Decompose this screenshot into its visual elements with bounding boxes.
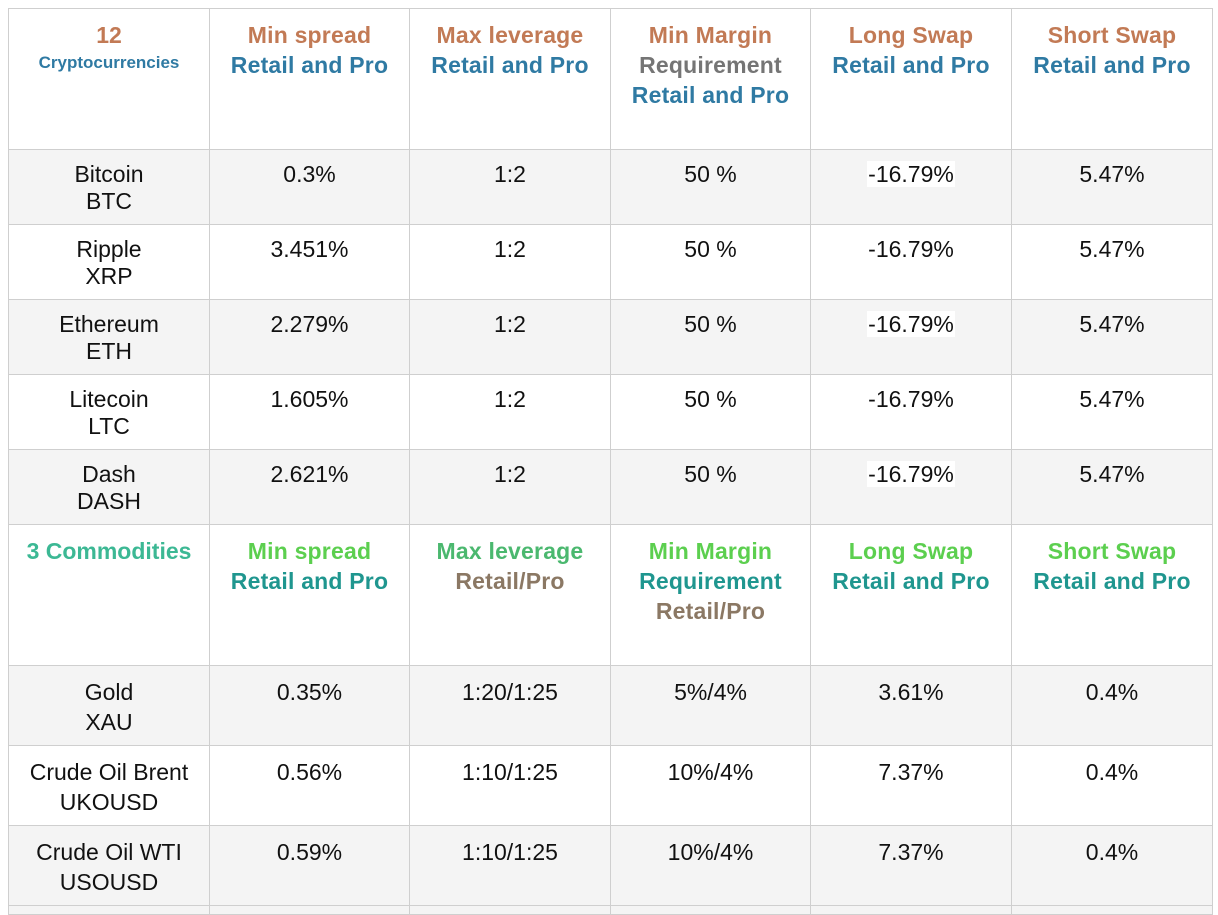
crypto-label: Cryptocurrencies	[38, 53, 180, 72]
instrument-cell: Gold XAU	[8, 665, 210, 746]
spread-cell: 2.621%	[209, 449, 410, 525]
instrument-cell: Ethereum ETH	[8, 299, 210, 375]
long-swap-cell: -16.79%	[810, 149, 1012, 225]
leverage-cell: 1:2	[409, 299, 611, 375]
long-swap-cell: -16.79%	[810, 449, 1012, 525]
crypto-max-leverage-header: Max leverage Retail and Pro	[409, 8, 611, 150]
crypto-min-margin-header: Min Margin Requirement Retail and Pro	[610, 8, 811, 150]
spread-cell: 0.35%	[209, 665, 410, 746]
crypto-count: 12	[96, 22, 122, 48]
margin-cell: 50 %	[610, 149, 811, 225]
long-swap-cell: 7.37%	[810, 825, 1012, 906]
empty-cell	[810, 905, 1012, 915]
empty-cell	[209, 905, 410, 915]
trading-conditions-table: 12 Cryptocurrencies Min spread Retail an…	[8, 8, 1213, 915]
table-row: Ripple XRP 3.451% 1:2 50 % -16.79% 5.47%	[8, 224, 1213, 300]
table-row: Dash DASH 2.621% 1:2 50 % -16.79% 5.47%	[8, 449, 1213, 525]
table-row: Gold XAU 0.35% 1:20/1:25 5%/4% 3.61% 0.4%	[8, 665, 1213, 746]
short-swap-cell: 5.47%	[1011, 299, 1213, 375]
leverage-cell: 1:10/1:25	[409, 825, 611, 906]
leverage-cell: 1:2	[409, 149, 611, 225]
commodity-short-swap-header: Short Swap Retail and Pro	[1011, 524, 1213, 666]
table-row: Crude Oil Brent UKOUSD 0.56% 1:10/1:25 10…	[8, 745, 1213, 826]
instrument-cell: Ripple XRP	[8, 224, 210, 300]
short-swap-cell: 5.47%	[1011, 149, 1213, 225]
long-swap-cell: -16.79%	[810, 299, 1012, 375]
instrument-cell: Crude Oil Brent UKOUSD	[8, 745, 210, 826]
table-row-partial	[8, 905, 1213, 915]
spread-cell: 0.59%	[209, 825, 410, 906]
long-swap-cell: -16.79%	[810, 374, 1012, 450]
commodity-min-spread-header: Min spread Retail and Pro	[209, 524, 410, 666]
margin-cell: 50 %	[610, 449, 811, 525]
table-row: Ethereum ETH 2.279% 1:2 50 % -16.79% 5.47…	[8, 299, 1213, 375]
long-swap-cell: 7.37%	[810, 745, 1012, 826]
commodity-label: 3 Commodities	[26, 538, 192, 564]
commodity-header-row: 3 Commodities Min spread Retail and Pro …	[8, 524, 1213, 666]
leverage-cell: 1:20/1:25	[409, 665, 611, 746]
short-swap-cell: 5.47%	[1011, 224, 1213, 300]
commodity-max-leverage-header: Max leverage Retail/Pro	[409, 524, 611, 666]
instrument-cell: Crude Oil WTI USOUSD	[8, 825, 210, 906]
short-swap-cell: 0.4%	[1011, 745, 1213, 826]
margin-cell: 10%/4%	[610, 745, 811, 826]
empty-cell	[1011, 905, 1213, 915]
empty-cell	[610, 905, 811, 915]
spread-cell: 0.3%	[209, 149, 410, 225]
short-swap-cell: 5.47%	[1011, 449, 1213, 525]
spread-cell: 2.279%	[209, 299, 410, 375]
margin-cell: 50 %	[610, 374, 811, 450]
margin-cell: 5%/4%	[610, 665, 811, 746]
table-row: Bitcoin BTC 0.3% 1:2 50 % -16.79% 5.47%	[8, 149, 1213, 225]
long-swap-cell: 3.61%	[810, 665, 1012, 746]
crypto-short-swap-header: Short Swap Retail and Pro	[1011, 8, 1213, 150]
margin-cell: 10%/4%	[610, 825, 811, 906]
commodity-category-header: 3 Commodities	[8, 524, 210, 666]
crypto-category-header: 12 Cryptocurrencies	[8, 8, 210, 150]
leverage-cell: 1:10/1:25	[409, 745, 611, 826]
crypto-header-row: 12 Cryptocurrencies Min spread Retail an…	[8, 8, 1213, 150]
spread-cell: 1.605%	[209, 374, 410, 450]
empty-cell	[409, 905, 611, 915]
commodity-min-margin-header: Min Margin Requirement Retail/Pro	[610, 524, 811, 666]
leverage-cell: 1:2	[409, 449, 611, 525]
commodity-long-swap-header: Long Swap Retail and Pro	[810, 524, 1012, 666]
leverage-cell: 1:2	[409, 374, 611, 450]
instrument-cell: Litecoin LTC	[8, 374, 210, 450]
margin-cell: 50 %	[610, 299, 811, 375]
long-swap-cell: -16.79%	[810, 224, 1012, 300]
short-swap-cell: 0.4%	[1011, 825, 1213, 906]
table-row: Litecoin LTC 1.605% 1:2 50 % -16.79% 5.47…	[8, 374, 1213, 450]
crypto-min-spread-header: Min spread Retail and Pro	[209, 8, 410, 150]
instrument-cell: Bitcoin BTC	[8, 149, 210, 225]
crypto-long-swap-header: Long Swap Retail and Pro	[810, 8, 1012, 150]
spread-cell: 0.56%	[209, 745, 410, 826]
margin-cell: 50 %	[610, 224, 811, 300]
instrument-cell: Dash DASH	[8, 449, 210, 525]
short-swap-cell: 0.4%	[1011, 665, 1213, 746]
empty-cell	[8, 905, 210, 915]
leverage-cell: 1:2	[409, 224, 611, 300]
table-row: Crude Oil WTI USOUSD 0.59% 1:10/1:25 10%/…	[8, 825, 1213, 906]
spread-cell: 3.451%	[209, 224, 410, 300]
short-swap-cell: 5.47%	[1011, 374, 1213, 450]
